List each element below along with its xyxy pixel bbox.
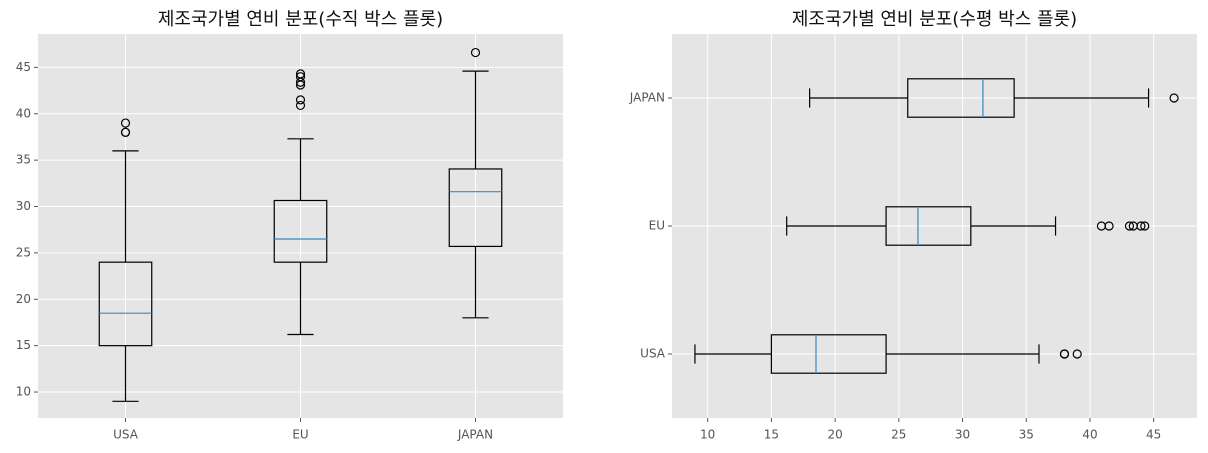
flier [1104, 221, 1114, 231]
x-tick-label: 40 [1082, 428, 1097, 442]
y-tick-label: 45 [16, 60, 31, 74]
box [770, 334, 887, 374]
flier [295, 69, 306, 79]
x-tick-label: 35 [1019, 428, 1034, 442]
box [885, 206, 972, 246]
flier [295, 95, 306, 105]
flier [120, 118, 131, 128]
x-tick-label: 25 [891, 428, 906, 442]
flier [295, 72, 306, 82]
x-tick-label: JAPAN [457, 428, 493, 442]
flier [1169, 93, 1179, 103]
flier [1140, 221, 1150, 231]
flier [1059, 349, 1070, 359]
x-tick-label: 45 [1146, 428, 1161, 442]
y-tick-label: 25 [16, 245, 31, 259]
y-tick-label: 30 [16, 199, 31, 213]
flier [470, 47, 481, 58]
y-tick-label: 20 [16, 292, 31, 306]
box [907, 78, 1015, 118]
y-tick-label: EU [649, 219, 665, 233]
flier [1136, 221, 1146, 231]
x-tick-label: EU [292, 428, 308, 442]
y-tick-label: JAPAN [629, 91, 665, 105]
x-tick-label: 10 [700, 428, 715, 442]
x-tick-label: 15 [764, 428, 779, 442]
box [448, 168, 503, 248]
chart-title: 제조국가별 연비 분포(수직 박스 플롯) [158, 9, 443, 30]
y-tick-label: 10 [16, 385, 31, 399]
chart-title: 제조국가별 연비 분포(수평 박스 플롯) [792, 9, 1077, 30]
y-tick-label: 35 [16, 153, 31, 167]
flier [1072, 349, 1082, 359]
y-tick-label: 15 [16, 338, 31, 352]
flier [295, 100, 306, 111]
x-tick-label: 30 [955, 428, 970, 442]
flier [120, 127, 131, 137]
box [98, 261, 153, 347]
y-tick-label: 40 [16, 106, 31, 120]
x-tick-label: 20 [827, 428, 842, 442]
y-tick-label: USA [640, 347, 666, 361]
x-tick-label: USA [113, 428, 139, 442]
box [273, 199, 328, 263]
flier [1124, 221, 1135, 231]
